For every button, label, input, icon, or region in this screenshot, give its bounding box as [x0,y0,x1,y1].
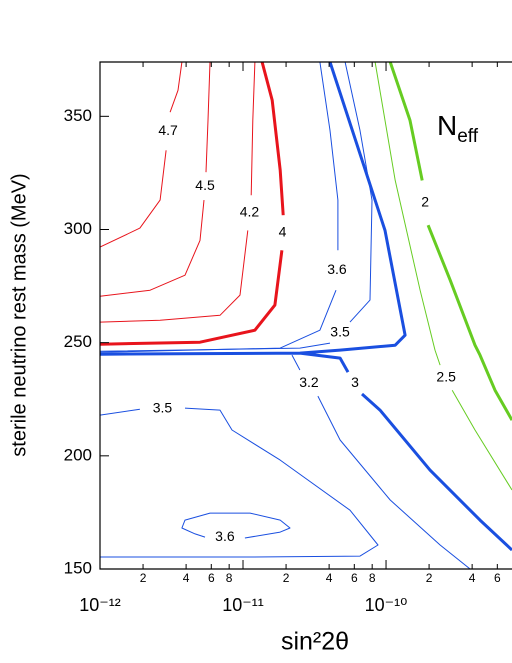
x-tick-label: 6 [494,571,501,585]
annotation: Neff [437,110,479,147]
x-tick-label: 6 [351,571,358,585]
contour-line [100,407,379,558]
y-tick-label: 150 [64,558,92,577]
contour-label: 4.5 [195,177,215,193]
plot-frame [99,61,512,570]
annotation-text: N [437,110,457,141]
x-tick-label: 10⁻¹⁰ [365,595,408,615]
contour-label: 3.6 [215,528,235,544]
contour-line [100,62,512,552]
contour-label: 2 [421,193,429,209]
x-tick-label: 8 [226,571,233,585]
contour-label: 3.2 [299,374,319,390]
annotation-subscript: eff [457,126,479,147]
x-tick-label: 6 [208,571,215,585]
x-tick-label: 8 [369,571,376,585]
contour-label: 3.5 [153,399,173,415]
x-tick-label: 2 [140,571,147,585]
contour-layer [100,62,512,569]
contour-line [374,62,512,491]
contour-label: 4 [279,223,287,239]
contour-line [388,62,512,421]
x-tick-label: 10⁻¹² [79,595,121,615]
y-tick-label: 250 [64,332,92,351]
y-axis-label: sterile neutrino rest mass (MeV) [8,173,30,456]
contour-label: 3.5 [330,323,350,339]
x-tick-label: 4 [326,571,333,585]
x-axis-label: sin²2θ [281,628,349,656]
contour-line [291,354,471,569]
contour-label: 3.6 [327,261,347,277]
contour-line [181,512,291,539]
contour-line [100,62,183,248]
contour-label: 3 [351,374,359,390]
x-tick-label: 4 [469,571,476,585]
contour-line [100,62,285,346]
contour-label: 4.7 [158,122,178,138]
x-tick-label: 4 [183,571,190,585]
y-tick-label: 350 [64,106,92,125]
contour-line [100,62,373,352]
y-tick-label: 300 [64,219,92,238]
contour-line [100,62,339,353]
contour-label: 4.2 [240,204,260,220]
x-tick-label: 2 [426,571,433,585]
x-tick-label: 10⁻¹¹ [222,595,264,615]
contour-line [100,62,256,323]
x-tick-label: 2 [283,571,290,585]
y-tick-label: 200 [64,445,92,464]
contour-label: 2.5 [436,368,456,384]
contour-line [100,62,211,297]
